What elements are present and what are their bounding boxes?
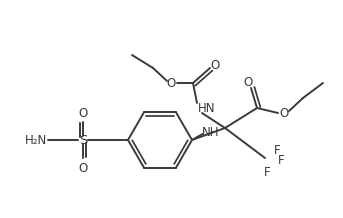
Text: O: O [280,107,288,119]
Text: H₂N: H₂N [25,133,47,146]
Text: F: F [264,167,270,179]
Text: O: O [78,162,87,174]
Text: F: F [278,155,284,167]
Text: O: O [78,107,87,119]
Text: O: O [166,77,176,90]
Text: NH: NH [202,126,219,140]
Text: HN: HN [198,102,216,114]
Text: S: S [79,133,87,146]
Text: O: O [244,75,253,89]
Text: F: F [274,143,280,157]
Text: O: O [210,58,220,72]
